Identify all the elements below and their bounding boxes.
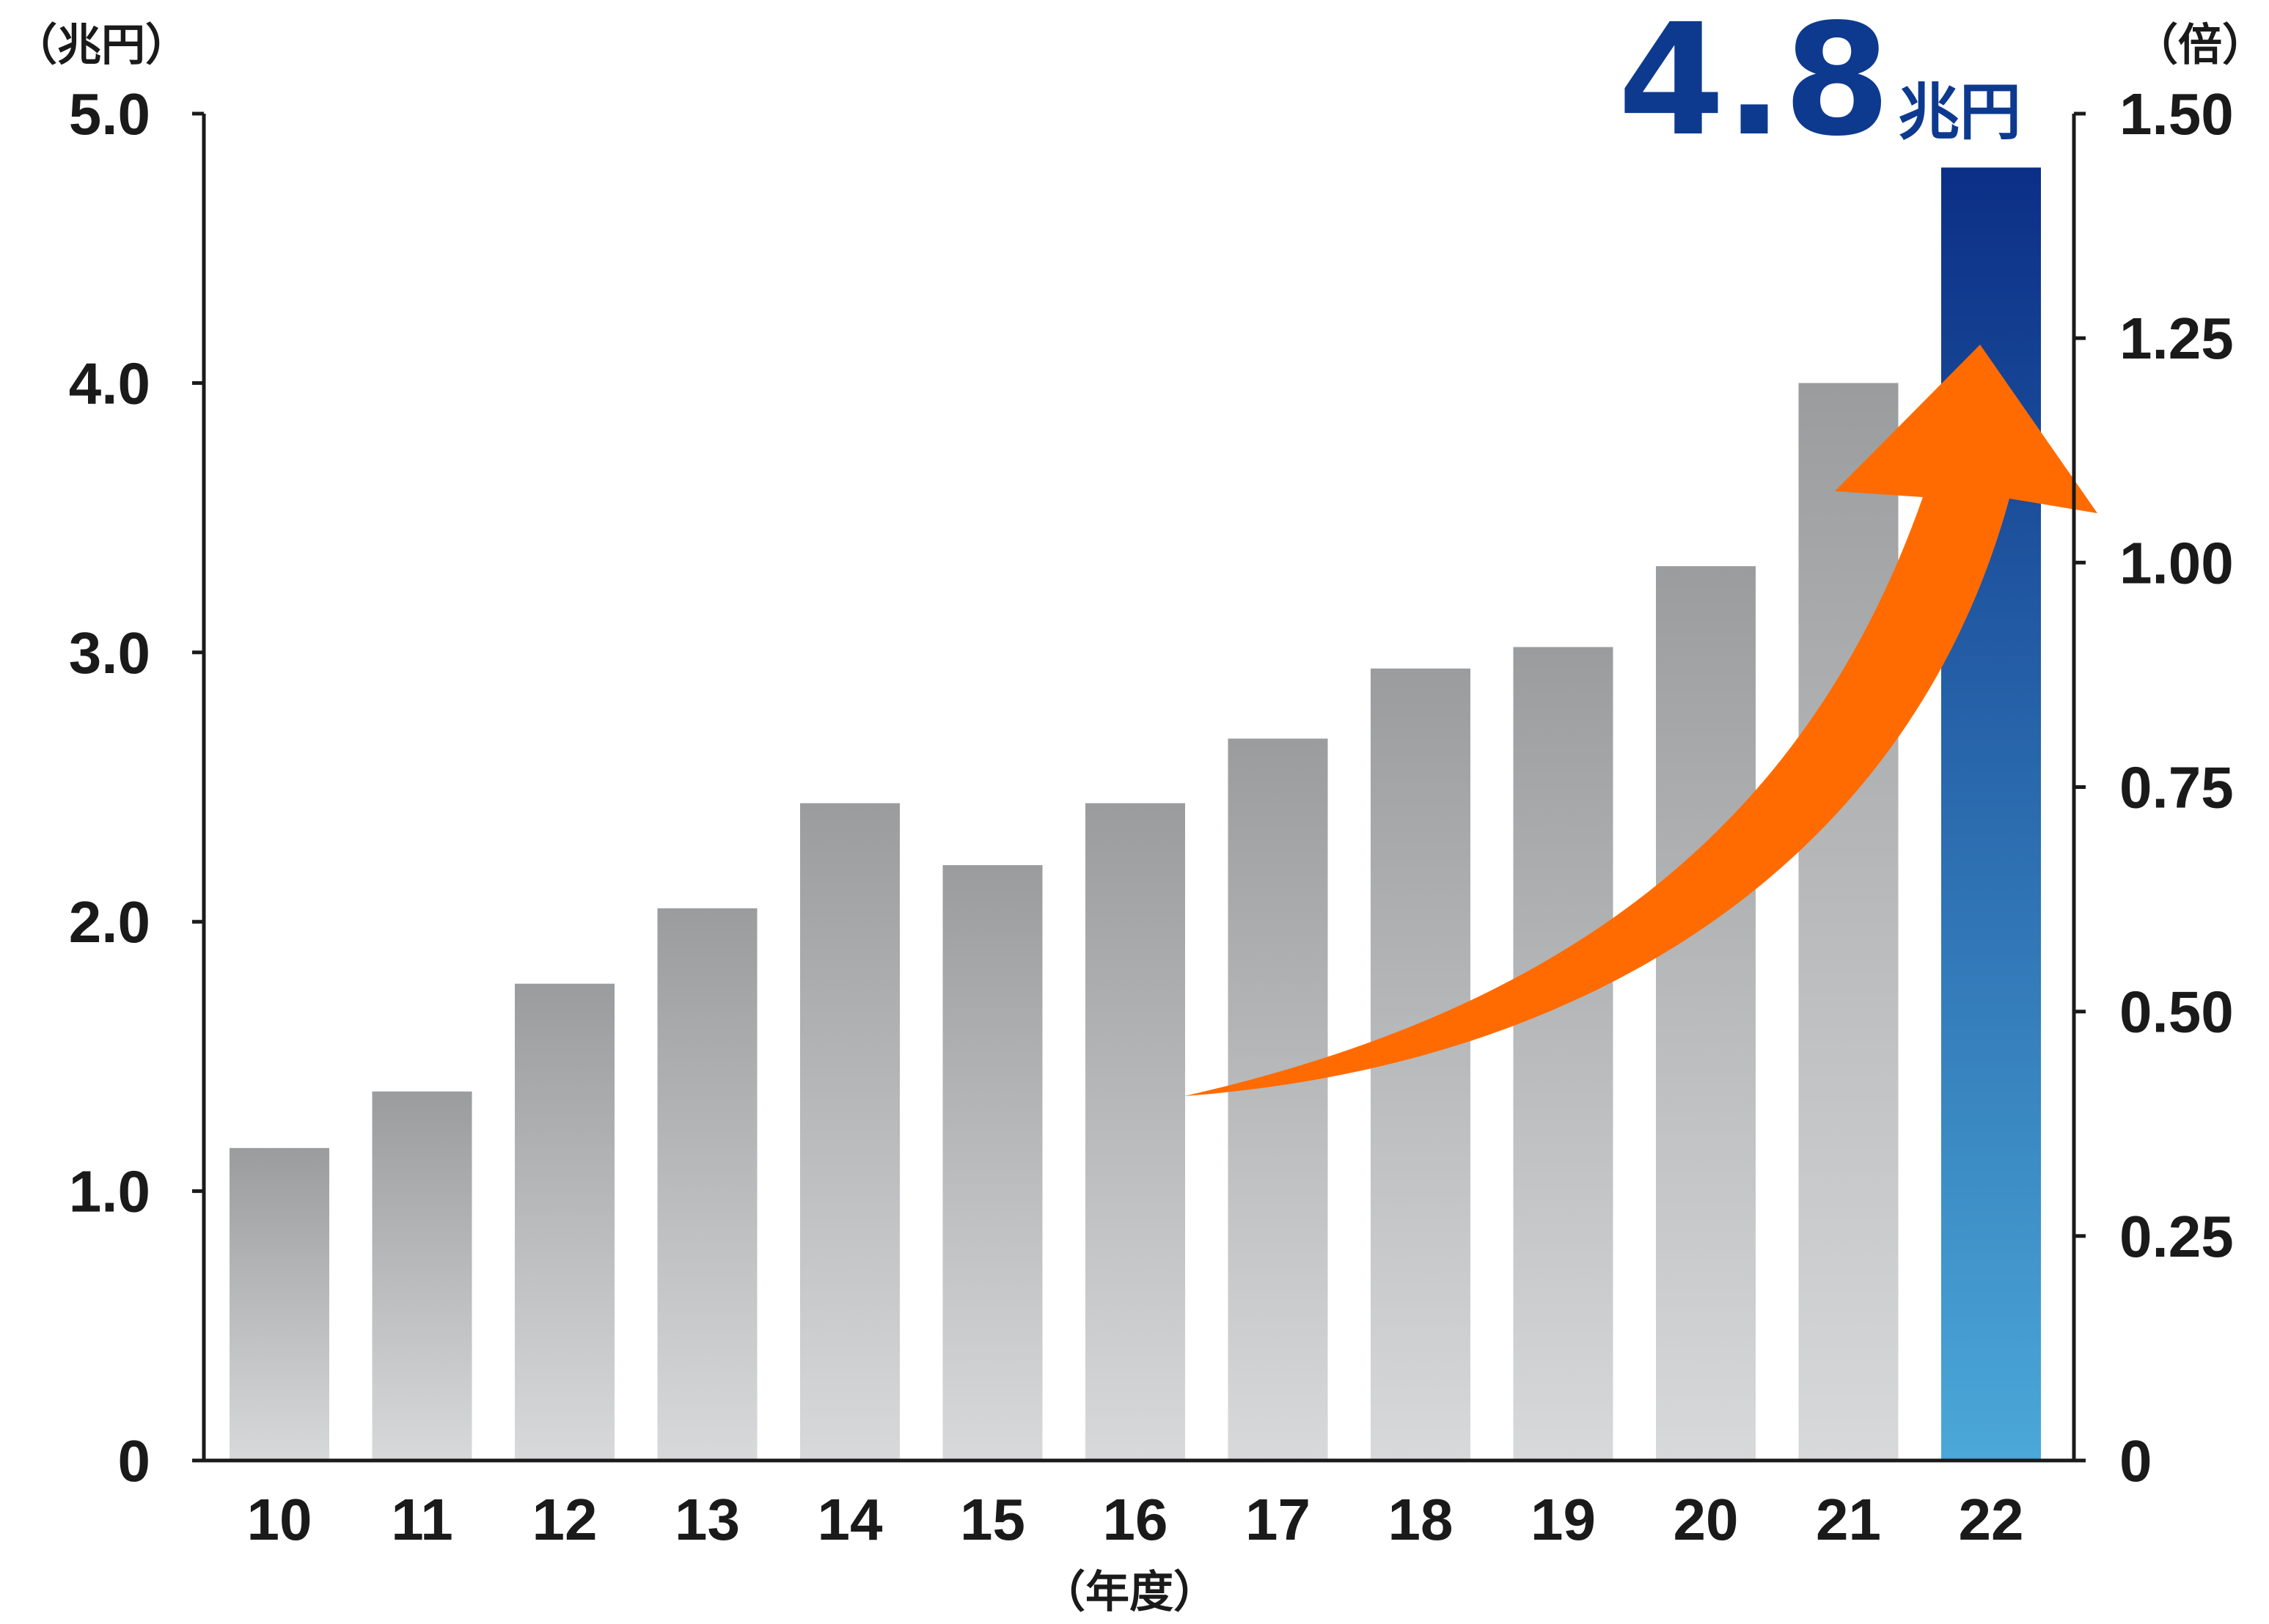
highlight-value-label: 4.8 兆円 xyxy=(1618,0,2021,170)
y2-tick-label: 1.00 xyxy=(2119,530,2234,595)
x-tick-label: 14 xyxy=(818,1487,883,1552)
y-tick-label: 5.0 xyxy=(69,81,150,147)
x-tick-label: 19 xyxy=(1531,1487,1596,1552)
x-tick-label: 12 xyxy=(532,1487,598,1552)
x-tick-label: 18 xyxy=(1388,1487,1454,1552)
ticks xyxy=(192,111,2086,1463)
x-axis-label: （年度） xyxy=(1041,1568,1217,1617)
bar-15 xyxy=(942,865,1043,1461)
x-tick-label: 15 xyxy=(960,1487,1025,1552)
y-axis-unit: （兆円） xyxy=(13,21,189,70)
bar-14 xyxy=(800,803,900,1461)
y2-tick-label: 1.50 xyxy=(2119,81,2234,147)
bar-20 xyxy=(1656,566,1756,1461)
x-tick-label: 17 xyxy=(1245,1487,1311,1552)
y2-tick-label: 1.25 xyxy=(2119,306,2234,371)
y2-tick-label: 0.50 xyxy=(2119,980,2234,1045)
bar-17 xyxy=(1228,738,1328,1461)
x-tick-label: 20 xyxy=(1674,1487,1739,1552)
x-tick-label: 13 xyxy=(675,1487,740,1552)
x-tick-label: 11 xyxy=(391,1487,453,1552)
x-tick-label: 22 xyxy=(1959,1487,2024,1552)
bar-13 xyxy=(657,908,758,1461)
labels: 10 11 12 13 14 15 16 17 18 19 20 21 22 0 1.0 2.0 3.0 4.0 5… xyxy=(69,81,2234,1552)
y2-tick-label: 0 xyxy=(2119,1428,2152,1493)
bar-16 xyxy=(1085,803,1185,1461)
y2-axis-unit: （倍） xyxy=(2134,21,2266,70)
bar-11 xyxy=(372,1091,472,1461)
bar-12 xyxy=(515,983,615,1461)
y2-tick-label: 0.25 xyxy=(2119,1204,2234,1269)
highlight-value: 4.8 xyxy=(1618,0,1891,170)
bar-10 xyxy=(230,1147,329,1461)
y-tick-label: 4.0 xyxy=(69,350,150,416)
x-tick-label: 16 xyxy=(1103,1487,1168,1552)
y-tick-label: 0 xyxy=(118,1428,151,1493)
y-tick-label: 2.0 xyxy=(69,889,150,955)
y-tick-label: 3.0 xyxy=(69,620,150,686)
bar-19 xyxy=(1513,647,1613,1461)
x-tick-label: 21 xyxy=(1816,1487,1881,1552)
x-tick-label: 10 xyxy=(247,1487,312,1552)
growth-arrow-icon xyxy=(1184,345,2097,1096)
y-tick-label: 1.0 xyxy=(69,1159,150,1224)
y2-tick-label: 0.75 xyxy=(2119,755,2234,820)
bar-21 xyxy=(1798,383,1899,1461)
highlight-unit: 兆円 xyxy=(1898,78,2021,147)
